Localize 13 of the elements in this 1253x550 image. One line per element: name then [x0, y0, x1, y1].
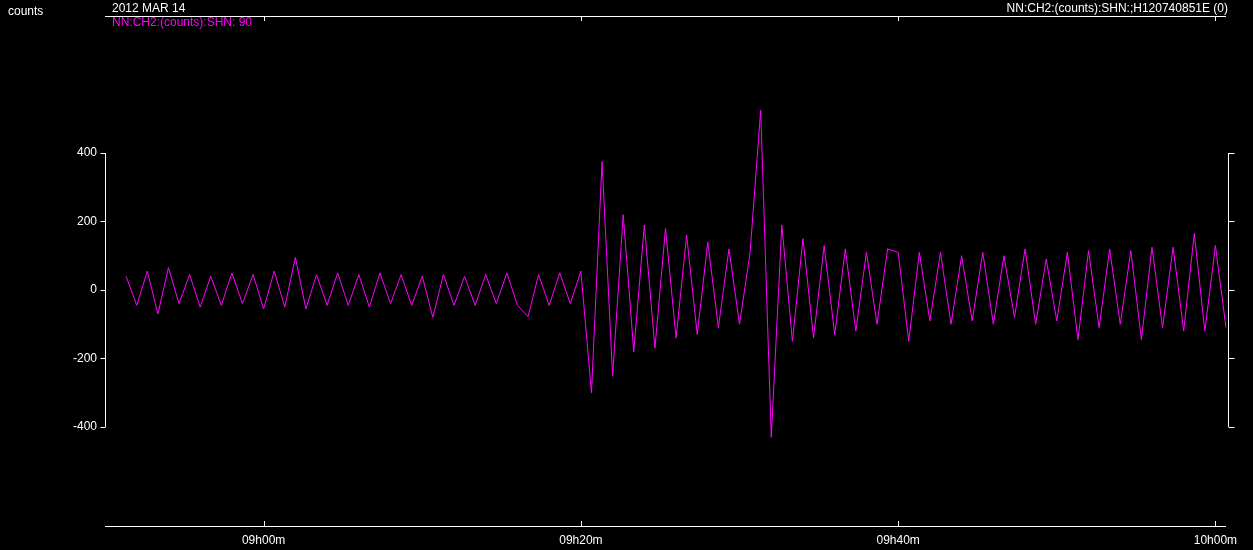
y-axis-title: counts: [8, 4, 44, 18]
x-tick-label: 09h40m: [876, 532, 920, 547]
text: NN:CH2:(counts):SHN: 90: [112, 15, 253, 29]
y-tick-label: -400: [72, 419, 98, 434]
y-tick-label: 400: [76, 145, 98, 160]
y-tick-label: 0: [90, 282, 98, 297]
y-tick-label: -200: [72, 350, 98, 365]
chart-title: 2012 MAR 14: [112, 1, 186, 15]
y-tick-label: 200: [76, 213, 98, 228]
x-tick-label: 10h00m: [1193, 532, 1238, 547]
x-tick-label: 09h20m: [559, 532, 603, 547]
chart-subtitle: NN:CH2:(counts):SHN:;H120740851E (0): [1006, 1, 1228, 15]
x-tick-label: 09h00m: [241, 532, 286, 547]
